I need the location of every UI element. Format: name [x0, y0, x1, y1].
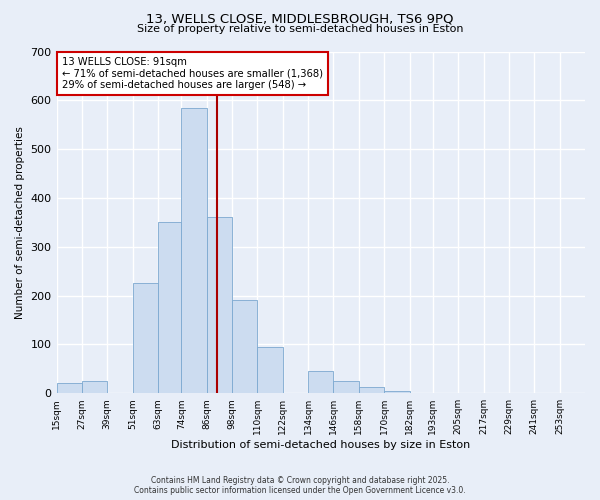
Text: 13, WELLS CLOSE, MIDDLESBROUGH, TS6 9PQ: 13, WELLS CLOSE, MIDDLESBROUGH, TS6 9PQ: [146, 12, 454, 26]
Bar: [359, 388, 384, 393]
Text: Size of property relative to semi-detached houses in Eston: Size of property relative to semi-detach…: [137, 24, 463, 34]
Bar: [257, 347, 283, 393]
Bar: [384, 391, 410, 393]
Bar: [334, 381, 359, 393]
Bar: [206, 218, 232, 393]
Bar: [82, 381, 107, 393]
Text: 13 WELLS CLOSE: 91sqm
← 71% of semi-detached houses are smaller (1,368)
29% of s: 13 WELLS CLOSE: 91sqm ← 71% of semi-deta…: [62, 56, 323, 90]
Text: Contains HM Land Registry data © Crown copyright and database right 2025.
Contai: Contains HM Land Registry data © Crown c…: [134, 476, 466, 495]
Bar: [232, 300, 257, 393]
Y-axis label: Number of semi-detached properties: Number of semi-detached properties: [15, 126, 25, 319]
Bar: [133, 284, 158, 393]
Bar: [308, 371, 334, 393]
Bar: [56, 384, 82, 393]
X-axis label: Distribution of semi-detached houses by size in Eston: Distribution of semi-detached houses by …: [171, 440, 470, 450]
Bar: [158, 222, 181, 393]
Bar: [181, 108, 206, 393]
